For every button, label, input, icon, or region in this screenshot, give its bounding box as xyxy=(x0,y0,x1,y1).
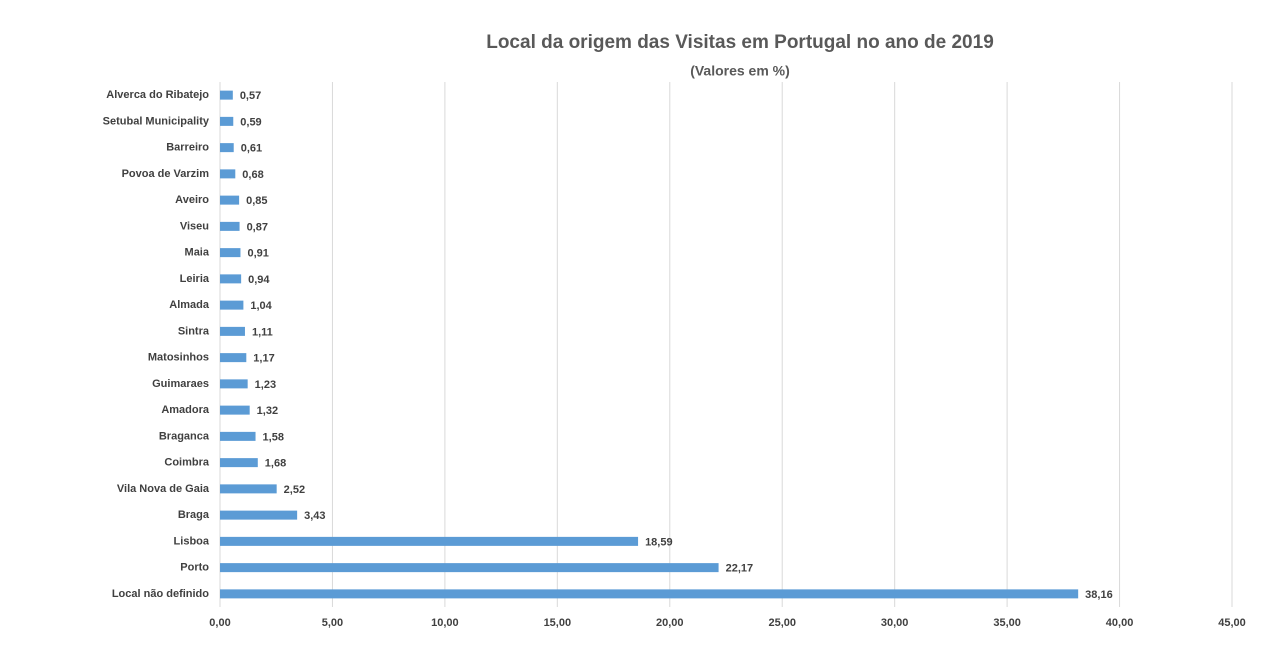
y-tick-label: Guimaraes xyxy=(152,378,209,390)
bar xyxy=(220,536,639,546)
value-label: 2,52 xyxy=(284,484,305,496)
value-label: 1,17 xyxy=(253,353,274,365)
y-tick-label: Matosinhos xyxy=(148,352,209,364)
y-tick-label: Viseu xyxy=(180,220,209,232)
bar xyxy=(220,90,233,100)
bar xyxy=(220,116,234,126)
y-tick-label: Porto xyxy=(180,562,209,574)
y-tick-label: Maia xyxy=(185,247,210,259)
value-label: 0,59 xyxy=(240,116,261,128)
chart-subtitle: (Valores em %) xyxy=(690,63,790,79)
bar xyxy=(220,221,240,231)
x-tick-label: 10,00 xyxy=(431,617,459,629)
value-label: 0,68 xyxy=(242,169,263,181)
value-label: 0,57 xyxy=(240,90,261,102)
bar xyxy=(220,353,247,363)
bar xyxy=(220,458,258,468)
chart-title: Local da origem das Visitas em Portugal … xyxy=(486,32,994,53)
y-tick-label: Local não definido xyxy=(112,588,209,600)
y-tick-label: Vila Nova de Gaia xyxy=(117,483,210,495)
value-label: 38,16 xyxy=(1085,589,1113,601)
bar xyxy=(220,563,719,573)
y-tick-label: Amadora xyxy=(161,404,210,416)
value-label: 1,11 xyxy=(252,326,273,338)
y-tick-label: Leiria xyxy=(180,273,210,285)
value-label: 1,58 xyxy=(263,431,284,443)
x-tick-label: 0,00 xyxy=(209,617,230,629)
value-label: 0,94 xyxy=(248,274,270,286)
bar xyxy=(220,195,240,205)
x-tick-label: 20,00 xyxy=(656,617,684,629)
bar xyxy=(220,379,248,389)
value-label: 1,68 xyxy=(265,458,286,470)
y-tick-label: Lisboa xyxy=(174,535,210,547)
bar xyxy=(220,589,1079,599)
bar xyxy=(220,143,234,153)
y-tick-label: Povoa de Varzim xyxy=(122,168,210,180)
value-label: 1,23 xyxy=(255,379,276,391)
y-tick-label: Setubal Municipality xyxy=(103,115,210,127)
value-label: 0,61 xyxy=(241,143,262,155)
y-tick-label: Alverca do Ribatejo xyxy=(106,89,209,101)
x-tick-label: 15,00 xyxy=(544,617,572,629)
bar xyxy=(220,405,250,415)
value-label: 0,85 xyxy=(246,195,267,207)
x-tick-label: 5,00 xyxy=(322,617,343,629)
y-tick-label: Braga xyxy=(178,509,210,521)
y-tick-label: Braganca xyxy=(159,430,210,442)
y-tick-label: Aveiro xyxy=(175,194,209,206)
y-tick-label: Almada xyxy=(169,299,210,311)
bar xyxy=(220,274,242,284)
x-tick-label: 40,00 xyxy=(1106,617,1134,629)
bar xyxy=(220,326,245,336)
x-tick-label: 35,00 xyxy=(993,617,1021,629)
bar xyxy=(220,431,256,441)
x-tick-label: 30,00 xyxy=(881,617,909,629)
bar xyxy=(220,510,298,520)
x-tick-label: 25,00 xyxy=(768,617,796,629)
x-tick-label: 45,00 xyxy=(1218,617,1246,629)
bar xyxy=(220,484,277,494)
y-tick-label: Coimbra xyxy=(164,457,210,469)
value-label: 3,43 xyxy=(304,510,325,522)
bar xyxy=(220,169,236,179)
bar xyxy=(220,248,241,258)
y-tick-label: Sintra xyxy=(178,325,210,337)
value-label: 18,59 xyxy=(645,536,673,548)
y-tick-label: Barreiro xyxy=(166,142,209,154)
value-label: 1,04 xyxy=(250,300,272,312)
bar xyxy=(220,300,244,310)
value-label: 0,87 xyxy=(247,221,268,233)
value-label: 22,17 xyxy=(726,563,754,575)
value-label: 0,91 xyxy=(247,248,268,260)
value-label: 1,32 xyxy=(257,405,278,417)
